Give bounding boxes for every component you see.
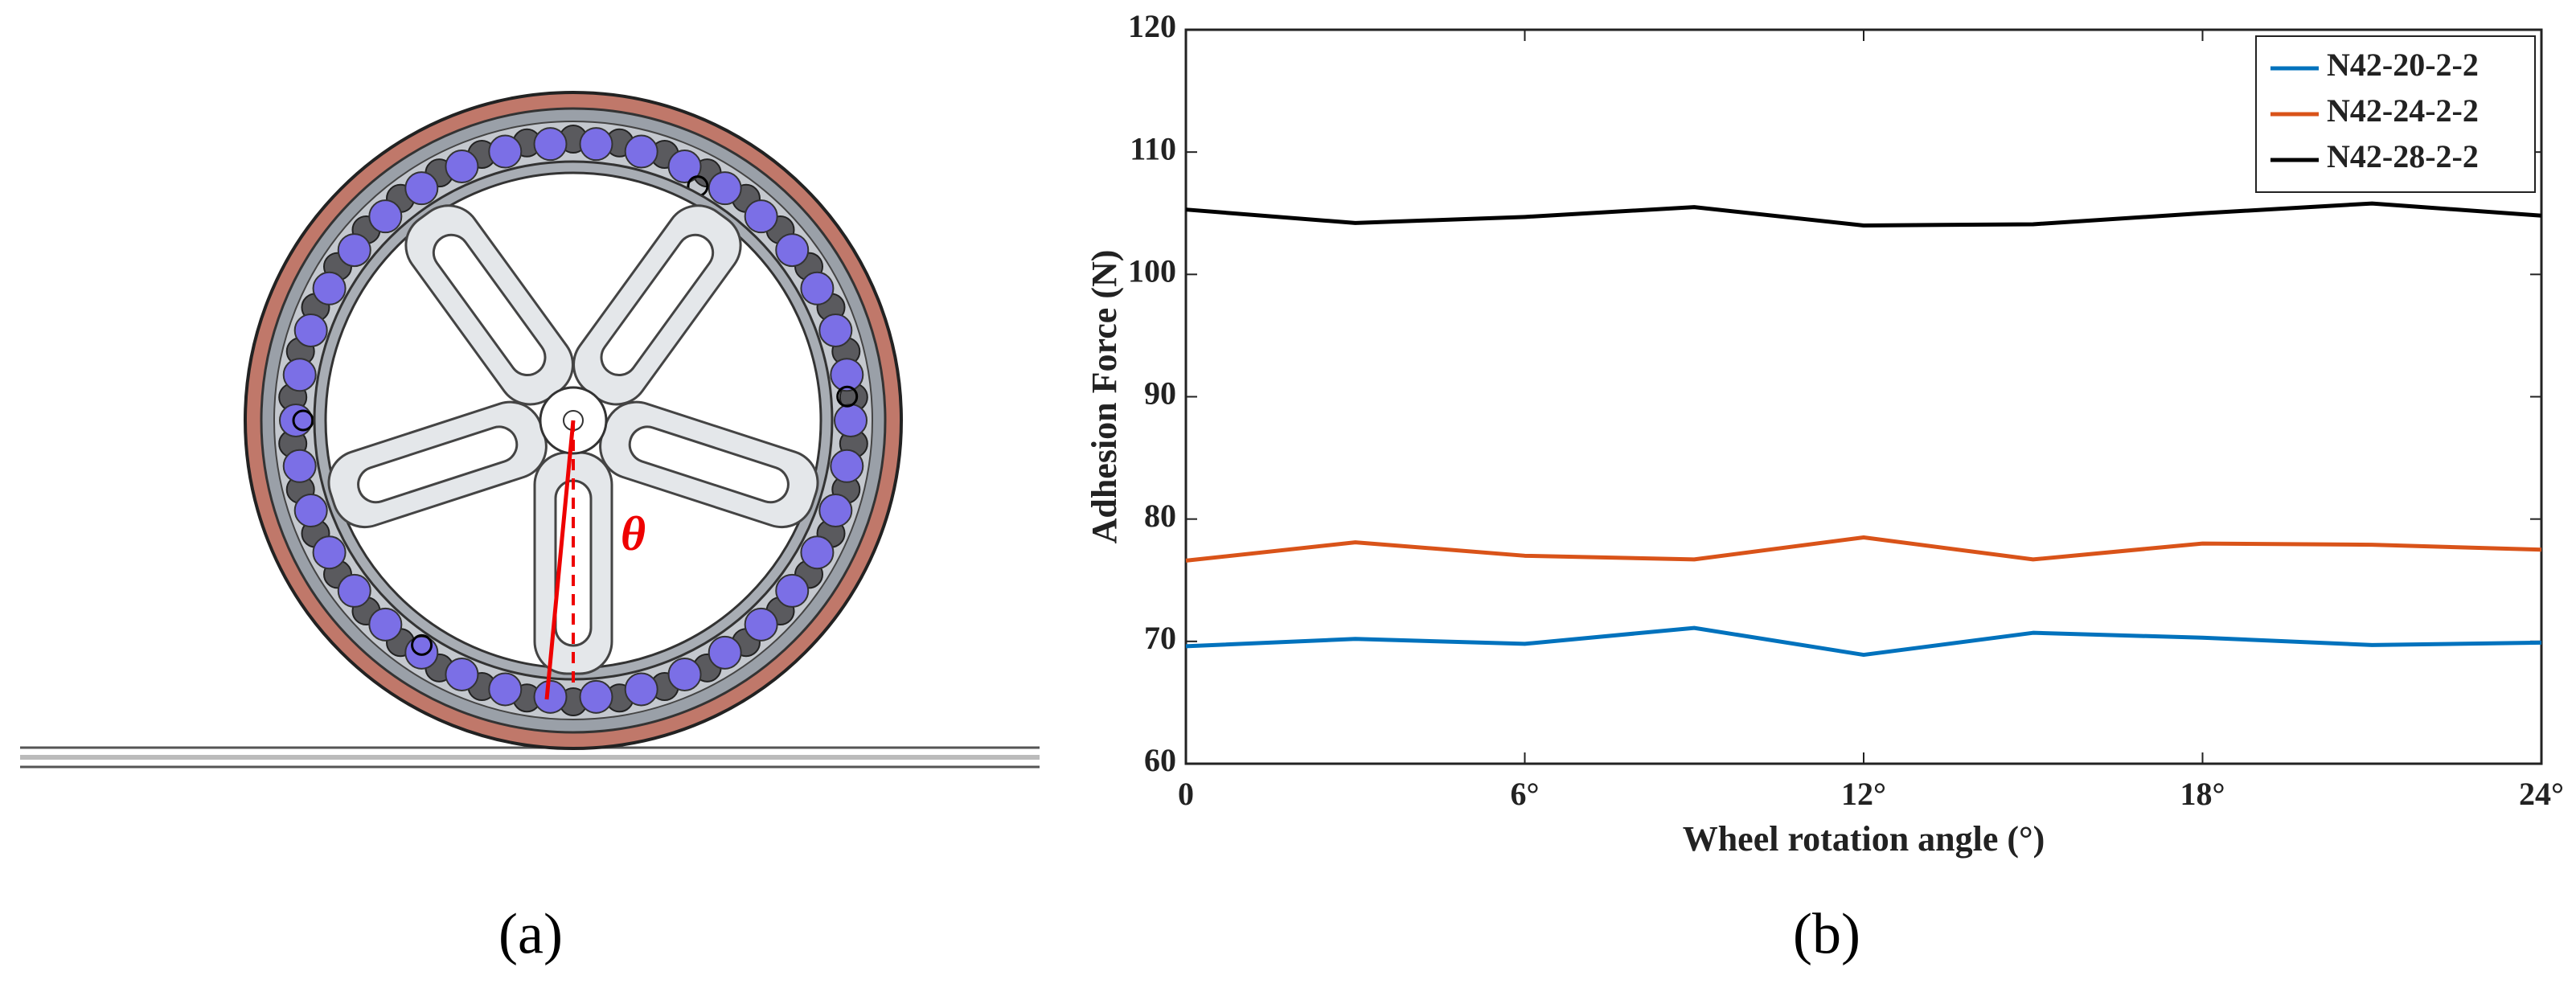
magnet (312, 535, 347, 570)
magnet (293, 494, 328, 528)
line-chart: 60 70 80 90 100 110 120 0 6° 12° 18° 24° Wheel rotat… (1085, 8, 2564, 859)
plot-frame (1184, 28, 2543, 765)
magnet (624, 134, 658, 169)
magnet (830, 449, 864, 483)
magnet (337, 573, 371, 608)
x-tick-label: 12° (1841, 776, 1886, 812)
x-tick-label: 6° (1511, 776, 1540, 812)
magnet (337, 233, 371, 268)
magnet (579, 679, 613, 714)
legend-label: N42-28-2-2 (2327, 138, 2479, 174)
magnet (830, 358, 864, 392)
y-tick-label: 70 (1144, 620, 1176, 656)
magnet (624, 672, 658, 707)
magnet (818, 313, 853, 347)
magnet (744, 199, 778, 234)
magnet (708, 635, 742, 670)
magnet (282, 449, 317, 483)
magnet (744, 607, 778, 642)
magnet (312, 271, 347, 305)
magnet (368, 199, 403, 234)
magnet (775, 233, 810, 268)
magnet (533, 127, 568, 162)
spoke (327, 400, 548, 529)
magnet (708, 171, 742, 206)
magnet (368, 607, 403, 642)
magnet (667, 150, 702, 184)
x-axis-label: Wheel rotation angle (°) (1683, 819, 2045, 859)
magnet (293, 313, 328, 347)
spokes (327, 204, 819, 675)
x-tick-label: 18° (2180, 776, 2225, 812)
magnets (278, 125, 868, 716)
magnet (818, 494, 853, 528)
y-tick-label: 110 (1130, 130, 1176, 166)
x-tick-label: 24° (2519, 776, 2564, 812)
legend-label: N42-24-2-2 (2327, 92, 2479, 129)
series-line (1185, 625, 2542, 658)
legend-label: N42-20-2-2 (2327, 47, 2479, 83)
spoke (572, 204, 742, 406)
magnet (775, 573, 810, 608)
panel-label: (a) (498, 902, 563, 966)
spoke-slot (628, 425, 790, 504)
sensor (292, 409, 314, 432)
spoke-slot (600, 233, 715, 377)
y-tick-label: 80 (1144, 498, 1176, 534)
magnet (533, 679, 568, 714)
y-axis-label: Adhesion Force (N) (1085, 250, 1124, 544)
wheel-diagram: θ (20, 91, 1040, 769)
magnet (800, 535, 835, 570)
magnet (579, 127, 613, 162)
magnet (667, 657, 702, 691)
spoke-slot (432, 233, 547, 377)
magnet (279, 404, 313, 437)
y-tick-label: 60 (1144, 742, 1176, 778)
magnet (800, 271, 835, 305)
magnet (488, 134, 523, 169)
magnet (445, 657, 479, 691)
angle-label: θ (621, 507, 646, 560)
magnet (445, 150, 479, 184)
panel-label: (b) (1793, 902, 1860, 966)
magnet (834, 404, 868, 437)
sensor (836, 385, 859, 408)
y-tick-label: 90 (1144, 375, 1176, 412)
y-tick-label: 120 (1128, 8, 1176, 44)
y-tick-label: 100 (1128, 253, 1176, 289)
x-tick-label: 0 (1178, 776, 1194, 812)
sensor (411, 633, 433, 656)
magnet (404, 171, 439, 206)
series-line (1185, 535, 2542, 563)
angle-line (544, 420, 576, 700)
magnet (282, 358, 317, 392)
magnet (404, 635, 439, 670)
magnet (488, 672, 523, 707)
series-line (1185, 201, 2542, 228)
spoke-slot (357, 425, 519, 504)
legend: N42-20-2-2 N42-24-2-2 N42-28-2-2 (2255, 35, 2536, 193)
